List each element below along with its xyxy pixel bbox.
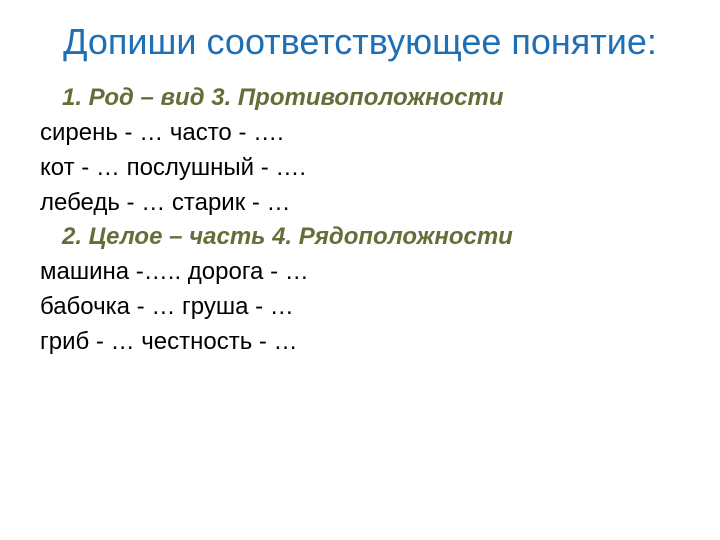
item-row: кот - … послушный - …. — [40, 151, 690, 186]
exercise-content: 1. Род – вид 3. Противоположности сирень… — [30, 81, 690, 359]
item-row: лебедь - … старик - … — [40, 186, 690, 221]
item-row: сирень - … часто - …. — [40, 116, 690, 151]
page-title: Допиши соответствующее понятие: — [30, 20, 690, 63]
item-row: гриб - … честность - … — [40, 325, 690, 360]
heading-row-2: 2. Целое – часть 4. Рядоположности — [40, 220, 690, 255]
item-row: машина -….. дорога - … — [40, 255, 690, 290]
heading-row-1: 1. Род – вид 3. Противоположности — [40, 81, 690, 116]
item-row: бабочка - … груша - … — [40, 290, 690, 325]
